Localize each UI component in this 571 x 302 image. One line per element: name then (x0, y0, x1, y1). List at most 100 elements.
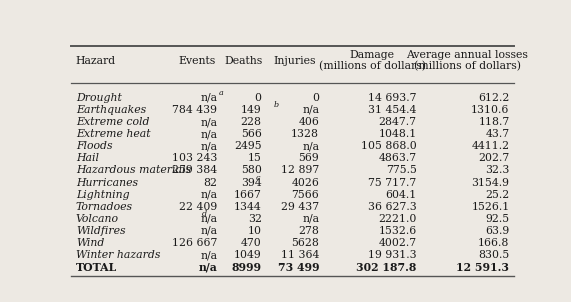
Text: Extreme heat: Extreme heat (76, 129, 150, 139)
Text: 82: 82 (203, 178, 218, 188)
Text: 11 364: 11 364 (281, 250, 319, 260)
Text: Winter hazards: Winter hazards (76, 250, 160, 260)
Text: Floods: Floods (76, 141, 112, 151)
Text: 4002.7: 4002.7 (379, 238, 416, 248)
Text: 0: 0 (255, 93, 262, 103)
Text: 302 187.8: 302 187.8 (356, 262, 416, 273)
Text: 228: 228 (240, 117, 262, 127)
Text: 166.8: 166.8 (478, 238, 509, 248)
Text: 1310.6: 1310.6 (471, 105, 509, 115)
Text: 10: 10 (248, 226, 262, 236)
Text: 43.7: 43.7 (485, 129, 509, 139)
Text: 63.9: 63.9 (485, 226, 509, 236)
Text: Events: Events (179, 56, 216, 66)
Text: Deaths: Deaths (225, 56, 263, 66)
Text: 8999: 8999 (232, 262, 262, 273)
Text: n/a: n/a (200, 93, 218, 103)
Text: 12 897: 12 897 (281, 165, 319, 175)
Text: Hail: Hail (76, 153, 99, 163)
Text: Injuries: Injuries (274, 56, 316, 66)
Text: n/a: n/a (200, 214, 218, 224)
Text: 394: 394 (241, 178, 262, 188)
Text: n/a: n/a (200, 141, 218, 151)
Text: 126 667: 126 667 (172, 238, 218, 248)
Text: n/a: n/a (200, 129, 218, 139)
Text: 3154.9: 3154.9 (472, 178, 509, 188)
Text: 1667: 1667 (234, 190, 262, 200)
Text: d: d (202, 210, 207, 218)
Text: 784 439: 784 439 (172, 105, 218, 115)
Text: 29 437: 29 437 (281, 202, 319, 212)
Text: Wildfires: Wildfires (76, 226, 126, 236)
Text: 1344: 1344 (234, 202, 262, 212)
Text: 2495: 2495 (234, 141, 262, 151)
Text: 25.2: 25.2 (485, 190, 509, 200)
Text: TOTAL: TOTAL (76, 262, 117, 273)
Text: 4863.7: 4863.7 (379, 153, 416, 163)
Text: 103 243: 103 243 (172, 153, 218, 163)
Text: 15: 15 (248, 153, 262, 163)
Text: 118.7: 118.7 (478, 117, 509, 127)
Text: 1049: 1049 (234, 250, 262, 260)
Text: 566: 566 (241, 129, 262, 139)
Text: 92.5: 92.5 (485, 214, 509, 224)
Text: 1328: 1328 (291, 129, 319, 139)
Text: 2847.7: 2847.7 (379, 117, 416, 127)
Text: n/a: n/a (302, 214, 319, 224)
Text: 580: 580 (241, 165, 262, 175)
Text: n/a: n/a (302, 105, 319, 115)
Text: 830.5: 830.5 (478, 250, 509, 260)
Text: 775.5: 775.5 (385, 165, 416, 175)
Text: 1532.6: 1532.6 (379, 226, 416, 236)
Text: 470: 470 (241, 238, 262, 248)
Text: n/a: n/a (200, 117, 218, 127)
Text: Extreme cold: Extreme cold (76, 117, 149, 127)
Text: 105 868.0: 105 868.0 (361, 141, 416, 151)
Text: 22 409: 22 409 (179, 202, 218, 212)
Text: 5628: 5628 (291, 238, 319, 248)
Text: 36 627.3: 36 627.3 (368, 202, 416, 212)
Text: Wind: Wind (76, 238, 104, 248)
Text: 12 591.3: 12 591.3 (456, 262, 509, 273)
Text: 7566: 7566 (291, 190, 319, 200)
Text: Drought: Drought (76, 93, 122, 103)
Text: b: b (274, 101, 278, 109)
Text: 31 454.4: 31 454.4 (368, 105, 416, 115)
Text: 32: 32 (248, 214, 262, 224)
Text: Lightning: Lightning (76, 190, 130, 200)
Text: Hazardous materials: Hazardous materials (76, 165, 191, 175)
Text: c: c (255, 174, 260, 182)
Text: Average annual losses
(millions of dollars): Average annual losses (millions of dolla… (407, 50, 528, 72)
Text: 259 384: 259 384 (172, 165, 218, 175)
Text: 14 693.7: 14 693.7 (368, 93, 416, 103)
Text: 278: 278 (298, 226, 319, 236)
Text: 32.3: 32.3 (485, 165, 509, 175)
Text: 4026: 4026 (291, 178, 319, 188)
Text: 2221.0: 2221.0 (378, 214, 416, 224)
Text: Volcano: Volcano (76, 214, 119, 224)
Text: 19 931.3: 19 931.3 (368, 250, 416, 260)
Text: 0: 0 (312, 93, 319, 103)
Text: n/a: n/a (200, 250, 218, 260)
Text: n/a: n/a (199, 262, 218, 273)
Text: Damage
(millions of dollars): Damage (millions of dollars) (319, 50, 426, 72)
Text: 73 499: 73 499 (278, 262, 319, 273)
Text: 604.1: 604.1 (385, 190, 416, 200)
Text: 569: 569 (299, 153, 319, 163)
Text: n/a: n/a (200, 190, 218, 200)
Text: n/a: n/a (302, 141, 319, 151)
Text: n/a: n/a (200, 226, 218, 236)
Text: 202.7: 202.7 (478, 153, 509, 163)
Text: 1526.1: 1526.1 (471, 202, 509, 212)
Text: 75 717.7: 75 717.7 (368, 178, 416, 188)
Text: 4411.2: 4411.2 (471, 141, 509, 151)
Text: Hazard: Hazard (76, 56, 116, 66)
Text: a: a (219, 89, 223, 97)
Text: 1048.1: 1048.1 (379, 129, 416, 139)
Text: 149: 149 (241, 105, 262, 115)
Text: 406: 406 (298, 117, 319, 127)
Text: Tornadoes: Tornadoes (76, 202, 133, 212)
Text: 612.2: 612.2 (478, 93, 509, 103)
Text: Hurricanes: Hurricanes (76, 178, 138, 188)
Text: Earthquakes: Earthquakes (76, 105, 146, 115)
